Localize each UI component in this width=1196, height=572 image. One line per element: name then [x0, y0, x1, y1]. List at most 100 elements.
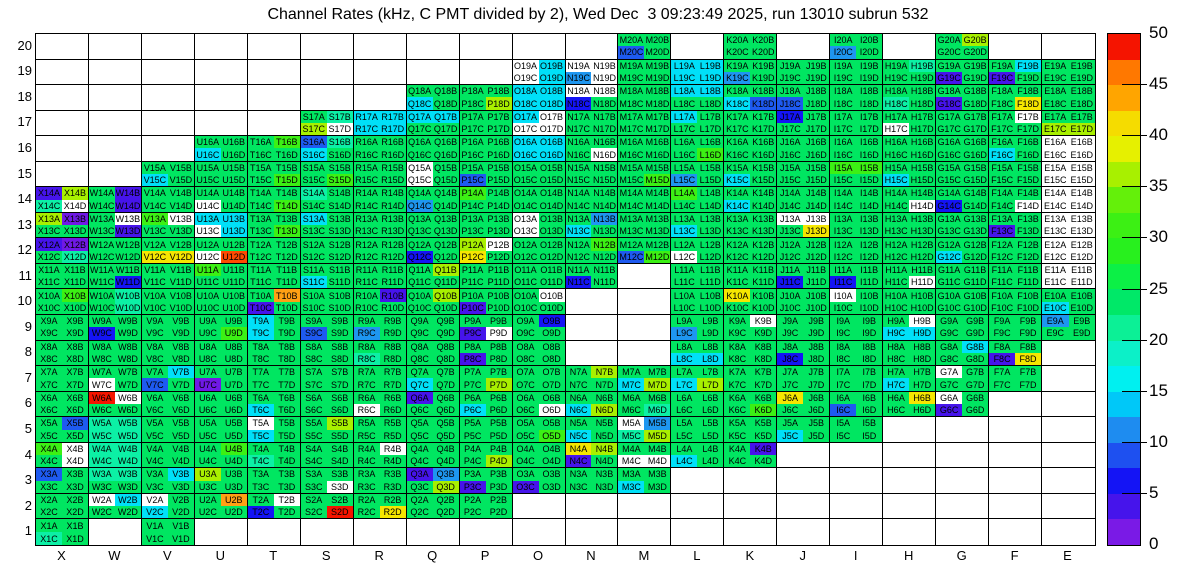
- channel-K13A: K13A: [724, 212, 751, 226]
- cell-Q9: Q9A Q9B Q9C Q9D: [406, 315, 460, 341]
- channel-J5C: J5C: [777, 429, 804, 442]
- cell-E8: [1042, 341, 1095, 367]
- channel-O11B: O11B: [538, 263, 565, 277]
- channel-V5D: V5D: [167, 429, 194, 442]
- cell-E5: [1042, 417, 1095, 443]
- channel-R17B: R17B: [379, 110, 406, 123]
- channel-F16B: F16B: [1015, 136, 1042, 149]
- channel-U15A: U15A: [194, 161, 221, 175]
- cell-H19: H19A H19B H19C H19D: [883, 59, 937, 86]
- channel-U10A: U10A: [194, 289, 221, 302]
- cell-P10: P10A P10B P10C P10D: [459, 289, 513, 316]
- cell-Q11: Q11A Q11B Q11C Q11D: [406, 263, 460, 290]
- channel-G11D: G11D: [962, 276, 989, 289]
- colorbar-band: [1108, 212, 1140, 239]
- colorbar-tick-label: 20: [1149, 329, 1168, 349]
- channel-K12D: K12D: [750, 250, 777, 263]
- channel-G11B: G11B: [962, 263, 989, 277]
- cell-Q16: Q16A Q16B Q16C Q16D: [406, 136, 460, 162]
- channel-W9B: W9B: [114, 315, 141, 328]
- channel-V1D: V1D: [167, 532, 194, 545]
- cell-K13: K13A K13B K13C K13D: [724, 212, 778, 239]
- cell-U4: U4A U4B U4C U4D: [194, 442, 248, 469]
- channel-N18B: N18B: [591, 85, 618, 98]
- channel-M12C: M12C: [618, 250, 645, 263]
- channel-E10D: E10D: [1068, 301, 1095, 315]
- cell-F14: F14A F14B F14C F14D: [989, 187, 1043, 213]
- channel-I6B: I6B: [856, 391, 883, 404]
- channel-O6C: O6C: [512, 403, 539, 417]
- cell-P20: [459, 34, 513, 60]
- channel-N17A: N17A: [565, 110, 592, 123]
- channel-P13B: P13B: [485, 212, 512, 226]
- channel-H18A: H18A: [883, 85, 910, 98]
- channel-Q5D: Q5D: [432, 429, 459, 442]
- channel-K8D: K8D: [750, 352, 777, 366]
- channel-T4B: T4B: [273, 442, 300, 456]
- channel-G17C: G17C: [936, 122, 963, 136]
- cell-W14: W14A W14B W14C W14D: [88, 187, 142, 213]
- cell-P12: P12A P12B P12C P12D: [459, 238, 513, 264]
- channel-P11D: P11D: [485, 276, 512, 289]
- channel-Q7B: Q7B: [432, 366, 459, 379]
- channel-L4A: L4A: [671, 442, 698, 456]
- cell-O1: [513, 519, 566, 545]
- channel-S3B: S3B: [326, 468, 353, 481]
- channel-F16A: F16A: [989, 136, 1016, 149]
- cell-K10: K10A K10B K10C K10D: [724, 289, 778, 316]
- cell-T15: T15A T15B T15C T15D: [247, 161, 301, 188]
- channel-I15D: I15D: [856, 174, 883, 187]
- channel-K16B: K16B: [750, 136, 777, 149]
- cell-V6: V6A V6B V6C V6D: [141, 391, 195, 418]
- channel-V8B: V8B: [167, 340, 194, 353]
- channel-Q15D: Q15D: [432, 174, 459, 187]
- cell-W5: W5A W5B W5C W5D: [88, 417, 142, 443]
- cell-O14: O14A O14B O14C O14D: [512, 187, 566, 213]
- channel-V14B: V14B: [167, 187, 194, 200]
- channel-F12A: F12A: [989, 238, 1016, 251]
- channel-V12B: V12B: [167, 238, 194, 251]
- channel-F16C: F16C: [989, 148, 1016, 161]
- channel-P8C: P8C: [459, 352, 486, 366]
- cell-U17: [194, 110, 248, 137]
- channel-F14A: F14A: [989, 187, 1016, 200]
- channel-H14C: H14C: [883, 199, 910, 212]
- x-tick-label: O: [532, 548, 544, 563]
- channel-U4A: U4A: [194, 442, 221, 456]
- channel-X5A: X5A: [36, 417, 62, 430]
- channel-G14C: G14C: [936, 199, 963, 212]
- cell-N5: N5A N5B N5C N5D: [565, 417, 619, 443]
- cell-H6: H6A H6B H6C H6D: [883, 391, 937, 418]
- channel-J9A: J9A: [777, 315, 804, 328]
- channel-X3A: X3A: [36, 468, 62, 481]
- channel-P2A: P2A: [459, 493, 486, 507]
- colorbar-tick-label: 45: [1149, 74, 1168, 94]
- channel-S17A: S17A: [300, 110, 327, 123]
- channel-J19A: J19A: [777, 59, 804, 72]
- cell-X19: [36, 59, 89, 86]
- channel-R8A: R8A: [353, 340, 380, 353]
- x-tick-label: Q: [427, 548, 438, 563]
- colorbar-band: [1108, 519, 1140, 545]
- cell-X14: X14A X14B X14C X14D: [36, 187, 89, 213]
- channel-J14C: J14C: [777, 199, 804, 212]
- cell-W8: W8A W8B W8C W8D: [88, 340, 142, 367]
- channel-N11B: N11B: [591, 263, 618, 277]
- channel-X13A: X13A: [36, 212, 62, 226]
- channel-E10B: E10B: [1068, 289, 1095, 302]
- channel-V11B: V11B: [167, 263, 194, 277]
- channel-T6D: T6D: [273, 403, 300, 417]
- colorbar-band: [1108, 161, 1140, 188]
- channel-E15D: E15D: [1068, 174, 1095, 187]
- channel-R2D: R2D: [379, 506, 406, 519]
- channel-J8A: J8A: [777, 340, 804, 353]
- cell-T13: T13A T13B T13C T13D: [247, 212, 301, 239]
- channel-O15C: O15C: [512, 174, 539, 187]
- channel-T16A: T16A: [247, 136, 274, 149]
- channel-S10C: S10C: [300, 301, 327, 315]
- cell-S20: [300, 34, 354, 60]
- channel-N15B: N15B: [591, 161, 618, 175]
- channel-T8C: T8C: [247, 352, 274, 366]
- cell-W13: W13A W13B W13C W13D: [88, 212, 142, 239]
